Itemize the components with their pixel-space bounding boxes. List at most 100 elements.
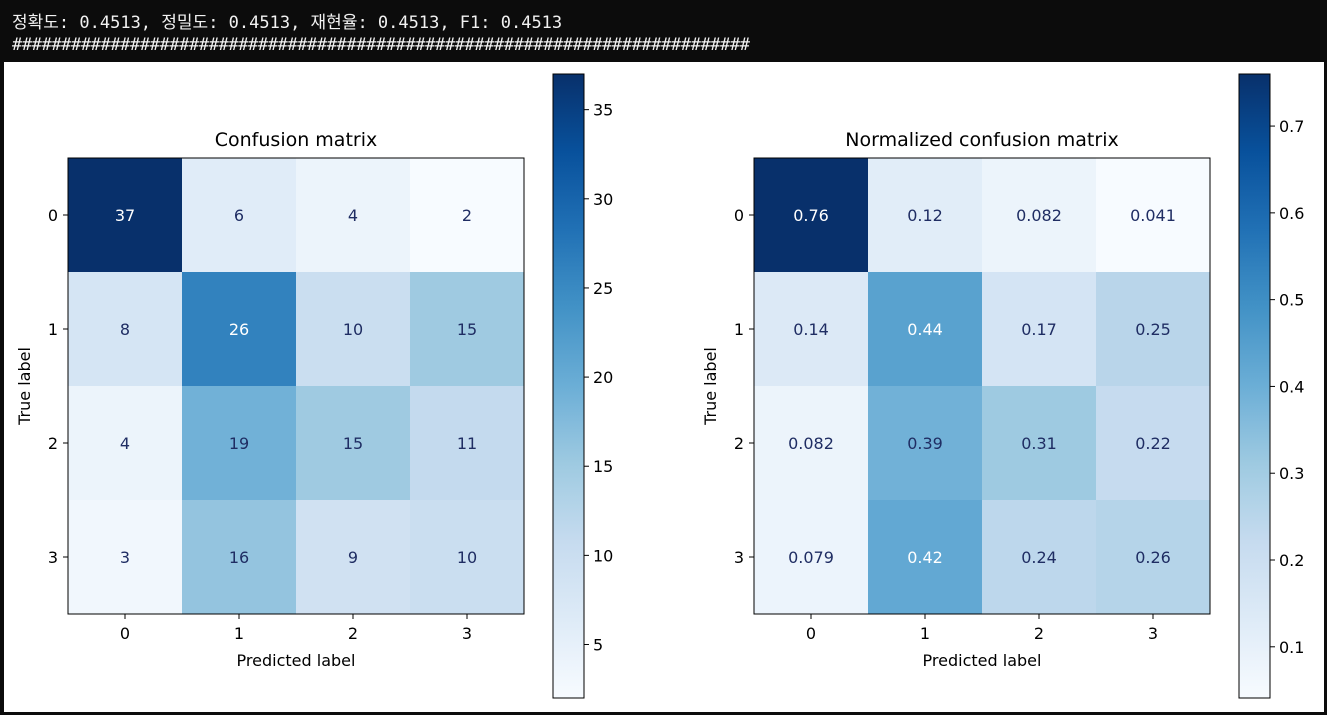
ncm-cell [754, 272, 868, 386]
cm-cell [68, 272, 182, 386]
cm-cell [182, 158, 296, 272]
ncm-cell [754, 158, 868, 272]
ncm-axes-frame [753, 157, 1211, 615]
ncm-cell-label: 0.17 [1021, 320, 1057, 339]
figure: 37 6 4 2 8 26 10 15 4 19 15 11 3 16 9 10 0 1 2 3 0 1 2 3 Confusi… [4, 62, 1324, 712]
ncm-title: Normalized confusion matrix [845, 129, 1118, 151]
ncm-colorbar-tick-label: 0.1 [1279, 638, 1304, 657]
ncm-cell-label: 0.44 [907, 320, 943, 339]
ncm-cell [982, 500, 1096, 614]
cm-y-tick-label: 2 [48, 434, 58, 453]
ncm-cell [868, 386, 982, 500]
cm-panel: 37 6 4 28 26 10 154 19 15 113 16 9 100 1 2 30123Confusi… [15, 73, 613, 699]
ncm-y-tick-label: 3 [734, 548, 744, 567]
ncm-xlabel: Predicted label [923, 651, 1042, 670]
ncm-cell [982, 386, 1096, 500]
cm-cell [68, 500, 182, 614]
cm-cell [68, 158, 182, 272]
cm-cell [296, 158, 410, 272]
cm-colorbar-tick-label: 5 [593, 636, 603, 655]
cm-cell-label: 15 [457, 320, 477, 339]
cm-cell-label: 3 [120, 548, 130, 567]
cm-colorbar-tick-label: 25 [593, 279, 613, 298]
ncm-x-tick-label: 3 [1148, 624, 1158, 643]
cm-colorbar-tick-label: 20 [593, 368, 613, 387]
cm-y-tick-label: 1 [48, 320, 58, 339]
ncm-cell [1096, 272, 1210, 386]
cm-cell [296, 500, 410, 614]
ncm-y-tick-label: 0 [734, 206, 744, 225]
ncm-cell [754, 500, 868, 614]
separator-line: ########################################… [12, 35, 750, 55]
ncm-cell-label: 0.25 [1135, 320, 1171, 339]
cm-x-tick-label: 0 [120, 624, 130, 643]
ncm-cell-label: 0.041 [1130, 206, 1176, 225]
cm-colorbar-tick-label: 15 [593, 457, 613, 476]
ncm-cell-label: 0.39 [907, 434, 943, 453]
ncm-cell [868, 272, 982, 386]
cm-cell-label: 15 [343, 434, 363, 453]
ncm-cell-label: 0.22 [1135, 434, 1171, 453]
ncm-colorbar-tick-label: 0.7 [1279, 117, 1304, 136]
cm-cell [182, 500, 296, 614]
cm-cell [182, 272, 296, 386]
ncm-colorbar-tick-label: 0.4 [1279, 377, 1304, 396]
cm-cell [410, 272, 524, 386]
cm-cell-label: 26 [229, 320, 249, 339]
cm-cell-label: 10 [343, 320, 363, 339]
cm-cell-label: 9 [348, 548, 358, 567]
ncm-x-tick-label: 0 [806, 624, 816, 643]
ncm-cell [982, 272, 1096, 386]
ncm-cell [1096, 500, 1210, 614]
cm-colorbar [552, 73, 585, 699]
cm-cell-label: 19 [229, 434, 249, 453]
cm-y-tick-label: 3 [48, 548, 58, 567]
cm-cell-label: 16 [229, 548, 249, 567]
ncm-cell [1096, 386, 1210, 500]
ncm-y-tick-label: 2 [734, 434, 744, 453]
cm-colorbar-tick-label: 35 [593, 101, 613, 120]
ncm-cell-label: 0.26 [1135, 548, 1171, 567]
ncm-cell-label: 0.42 [907, 548, 943, 567]
cm-cell-label: 4 [120, 434, 130, 453]
cm-cell-label: 8 [120, 320, 130, 339]
cm-cell-label: 2 [462, 206, 472, 225]
ncm-cell-label: 0.082 [788, 434, 834, 453]
ncm-cell-label: 0.082 [1016, 206, 1062, 225]
cm-title: Confusion matrix [215, 129, 377, 151]
cm-cell-label: 37 [115, 206, 135, 225]
cm-cell [410, 158, 524, 272]
cm-colorbar-tick-label: 10 [593, 546, 613, 565]
cm-x-tick-label: 1 [234, 624, 244, 643]
ncm-cell-label: 0.079 [788, 548, 834, 567]
metrics-line: 정확도: 0.4513, 정밀도: 0.4513, 재현율: 0.4513, F… [12, 13, 563, 33]
cm-y-tick-label: 0 [48, 206, 58, 225]
ncm-colorbar-tick-label: 0.2 [1279, 551, 1304, 570]
ncm-cell-label: 0.12 [907, 206, 943, 225]
cm-axes-frame [67, 157, 525, 615]
ncm-cell [868, 500, 982, 614]
ncm-cell-label: 0.24 [1021, 548, 1057, 567]
ncm-cell [982, 158, 1096, 272]
cm-colorbar-tick-label: 30 [593, 190, 613, 209]
cm-cell-label: 6 [234, 206, 244, 225]
ncm-cell [1096, 158, 1210, 272]
ncm-cell-label: 0.14 [793, 320, 829, 339]
ncm-y-tick-label: 1 [734, 320, 744, 339]
ncm-cell [754, 386, 868, 500]
cm-cell [68, 386, 182, 500]
cm-cell [296, 272, 410, 386]
cm-cell [296, 386, 410, 500]
ncm-colorbar-tick-label: 0.5 [1279, 291, 1304, 310]
ncm-colorbar-tick-label: 0.6 [1279, 204, 1304, 223]
ncm-colorbar [1238, 73, 1271, 699]
cm-cell [410, 500, 524, 614]
ncm-x-tick-label: 2 [1034, 624, 1044, 643]
ncm-cell-label: 0.76 [793, 206, 829, 225]
cm-xlabel: Predicted label [237, 651, 356, 670]
ncm-colorbar-tick-label: 0.3 [1279, 464, 1304, 483]
ncm-cell-label: 0.31 [1021, 434, 1057, 453]
confusion-matrix-figure: 37 6 4 28 26 10 154 19 15 113 16 9 100 1 2 30123Confusi… [15, 73, 1304, 699]
cm-cell-label: 10 [457, 548, 477, 567]
